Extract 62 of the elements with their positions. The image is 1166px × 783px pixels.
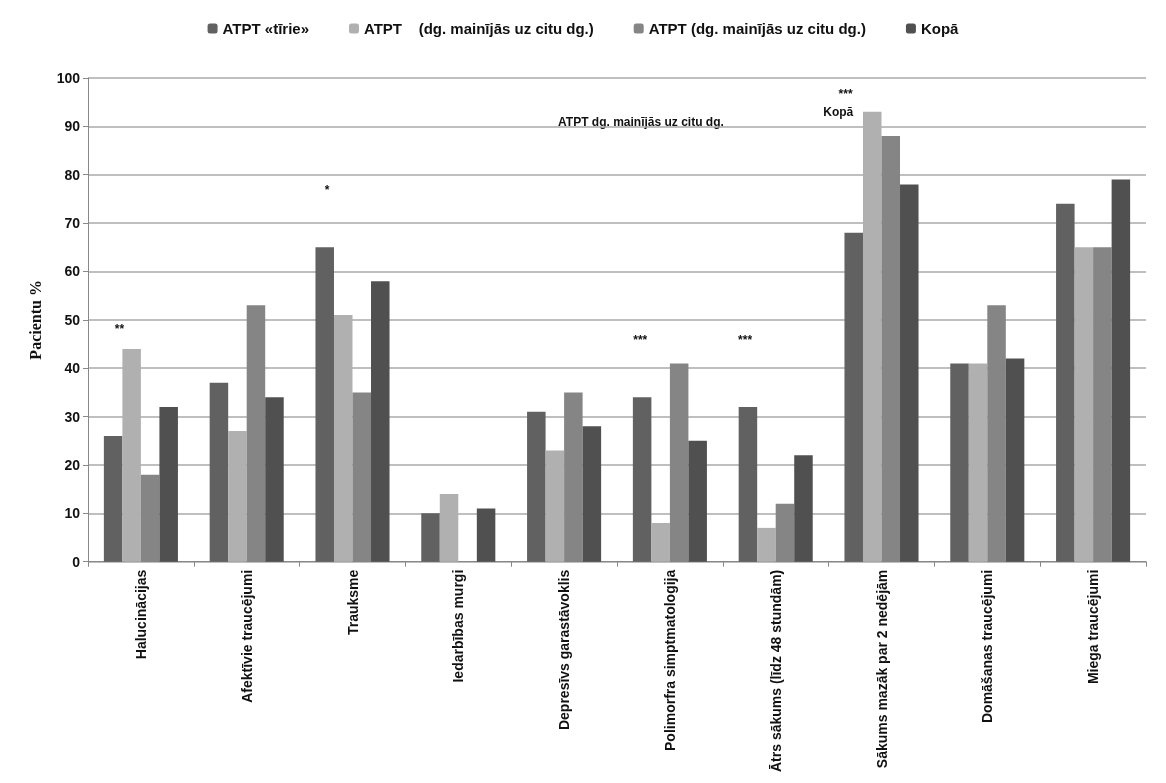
x-tick-label: Polimorfra simptmatologija xyxy=(661,569,678,751)
y-tick-label: 20 xyxy=(64,456,81,473)
bar xyxy=(315,247,334,562)
y-tick-label: 70 xyxy=(64,215,81,232)
x-tick-label: Sākums mazāk par 2 nedējām xyxy=(873,569,890,769)
bar xyxy=(209,382,229,562)
y-tick-label: 80 xyxy=(64,166,81,183)
bar xyxy=(140,474,160,562)
legend-label: ATPT (dg. mainījās uz citu dg.) xyxy=(363,20,594,37)
y-tick-label: 90 xyxy=(64,118,81,135)
y-tick-label: 0 xyxy=(72,553,81,570)
bar xyxy=(246,305,266,562)
bar xyxy=(794,455,813,562)
bar xyxy=(775,503,795,562)
bar xyxy=(352,392,372,562)
bar xyxy=(738,406,758,562)
annotation: *** xyxy=(838,87,853,102)
bar xyxy=(669,363,689,562)
bar xyxy=(1093,247,1112,562)
bar xyxy=(476,508,496,562)
y-tick-label: 60 xyxy=(64,263,81,280)
bar xyxy=(688,440,707,562)
bar xyxy=(527,411,546,562)
x-tick-label: Halucinācijas xyxy=(132,569,149,660)
annotation: * xyxy=(324,183,330,198)
annotation: Kopā xyxy=(823,104,854,119)
x-tick-label: Afektīvie traucējumi xyxy=(238,569,255,703)
y-tick-label: 50 xyxy=(64,311,81,328)
bar xyxy=(881,136,901,562)
bar xyxy=(564,392,583,562)
annotation: *** xyxy=(633,332,648,347)
x-tick-label: Domāšanas traucējumi xyxy=(979,569,996,724)
y-axis-title: Pacientu % xyxy=(26,280,44,360)
y-tick-label: 10 xyxy=(64,505,81,522)
bar xyxy=(1111,179,1131,562)
bar xyxy=(632,397,652,562)
bar xyxy=(987,305,1006,562)
bar xyxy=(950,363,969,562)
legend-label: Kopā xyxy=(920,20,960,37)
bar xyxy=(1005,358,1025,562)
x-tick-label: Ātrs sākums (līdz 48 stundām) xyxy=(767,569,784,773)
x-tick-label: Iedarbības murgi xyxy=(450,569,467,683)
bar xyxy=(582,426,602,562)
bar xyxy=(421,513,440,562)
y-tick-label: 30 xyxy=(64,408,81,425)
x-tick-label: Depresīvs garastāvoklis xyxy=(556,569,573,731)
bar xyxy=(265,397,284,562)
bar xyxy=(900,184,919,562)
legend-label: ATPT «tīrie» xyxy=(222,20,309,37)
bar xyxy=(1056,203,1075,562)
legend-label: ATPT (dg. mainījās uz citu dg.) xyxy=(648,20,866,37)
bar xyxy=(371,281,390,562)
x-tick-label: Miega traucējumi xyxy=(1085,569,1102,685)
annotation: ** xyxy=(114,321,125,336)
annotation: ATPT dg. mainījās uz citu dg. xyxy=(558,115,724,130)
bar xyxy=(103,435,123,562)
bar xyxy=(159,406,178,562)
y-tick-label: 40 xyxy=(64,360,81,377)
bar xyxy=(844,232,863,562)
y-tick-label: 100 xyxy=(56,70,81,86)
annotation: *** xyxy=(738,332,753,347)
x-tick-label: Trauksme xyxy=(344,569,361,636)
